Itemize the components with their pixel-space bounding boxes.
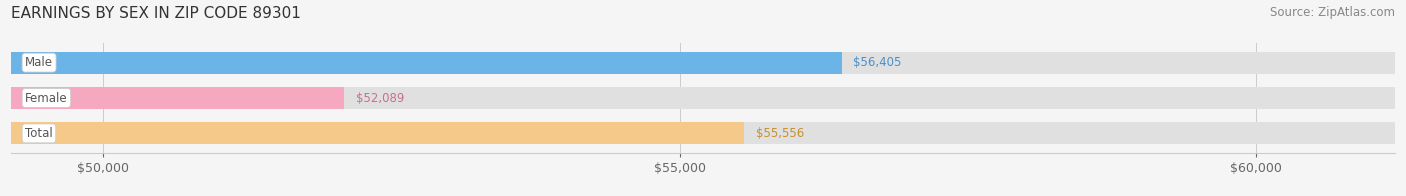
Bar — [11, 122, 744, 144]
Bar — [11, 87, 1395, 109]
Bar — [11, 52, 1395, 74]
Bar — [11, 52, 842, 74]
Text: Source: ZipAtlas.com: Source: ZipAtlas.com — [1270, 6, 1395, 19]
Text: Female: Female — [25, 92, 67, 104]
Text: $55,556: $55,556 — [755, 127, 804, 140]
Text: EARNINGS BY SEX IN ZIP CODE 89301: EARNINGS BY SEX IN ZIP CODE 89301 — [11, 6, 301, 21]
Text: $52,089: $52,089 — [356, 92, 405, 104]
Text: Male: Male — [25, 56, 53, 69]
Bar — [11, 87, 344, 109]
Text: $56,405: $56,405 — [853, 56, 901, 69]
Text: Total: Total — [25, 127, 53, 140]
Bar — [11, 122, 1395, 144]
